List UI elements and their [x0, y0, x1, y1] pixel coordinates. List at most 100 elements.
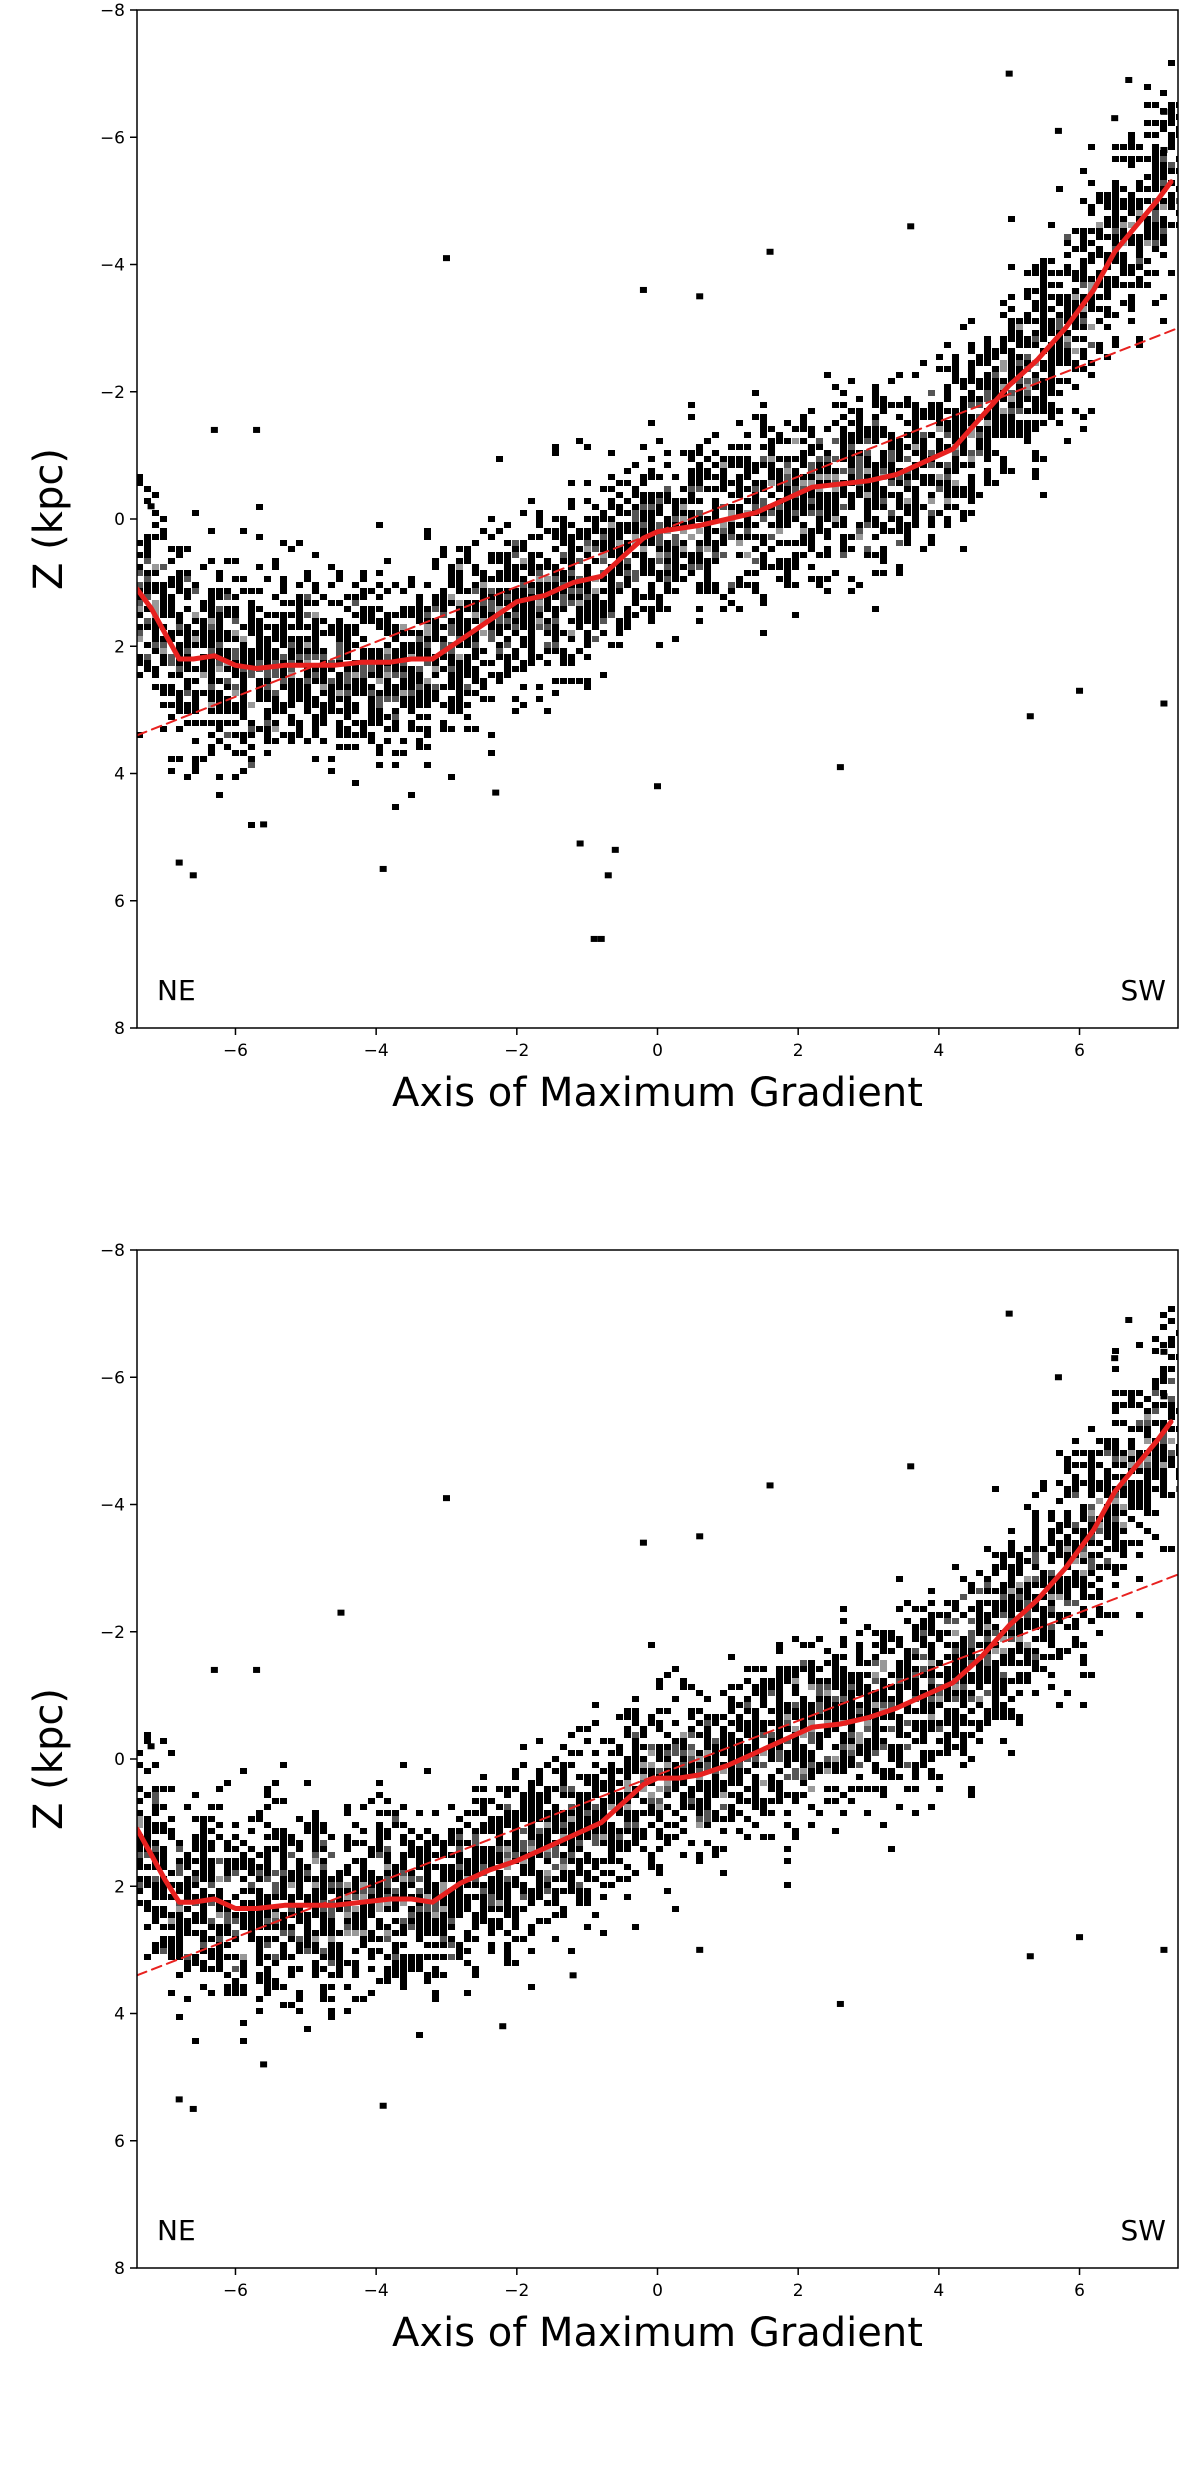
scatter-point: [144, 1738, 151, 1744]
scatter-point: [656, 552, 663, 558]
scatter-point: [576, 1726, 583, 1732]
scatter-point: [408, 1924, 415, 1930]
scatter-point: [920, 1630, 927, 1636]
scatter-point: [440, 684, 447, 690]
scatter-point: [192, 696, 199, 702]
scatter-point: [280, 600, 287, 606]
scatter-point: [1128, 192, 1135, 198]
scatter-point: [728, 444, 735, 450]
scatter-point: [384, 1966, 391, 1972]
scatter-point: [168, 606, 175, 612]
scatter-point: [1112, 1402, 1119, 1408]
scatter-point: [336, 696, 343, 702]
scatter-point: [336, 636, 343, 642]
scatter-point: [896, 1642, 903, 1648]
scatter-point: [856, 492, 863, 498]
scatter-point: [952, 1660, 959, 1666]
scatter-point: [1112, 1348, 1119, 1354]
scatter-point: [464, 1864, 471, 1870]
scatter-point: [664, 516, 671, 522]
scatter-point: [224, 684, 231, 690]
scatter-point: [592, 1774, 599, 1780]
scatter-point: [184, 1924, 191, 1930]
scatter-point: [936, 1738, 943, 1744]
x-tick-label: 2: [793, 1041, 804, 1061]
scatter-point: [464, 642, 471, 648]
scatter-point: [1104, 1480, 1111, 1486]
scatter-point: [448, 726, 455, 732]
scatter-point: [208, 1900, 215, 1906]
scatter-point: [816, 438, 823, 444]
scatter-point: [360, 1882, 367, 1888]
scatter-point: [208, 618, 215, 624]
scatter-point: [264, 1984, 271, 1990]
scatter-point: [984, 1690, 991, 1696]
scatter-point: [824, 1798, 831, 1804]
scatter-point: [312, 678, 319, 684]
scatter-point: [1072, 360, 1079, 366]
scatter-point: [688, 474, 695, 480]
scatter-point: [992, 1678, 999, 1684]
scatter-point: [808, 1822, 815, 1828]
scatter-point: [1152, 1468, 1159, 1474]
scatter-point: [1096, 1522, 1103, 1528]
scatter-point: [488, 1906, 495, 1912]
scatter-point: [1032, 1624, 1039, 1630]
scatter-point: [168, 1912, 175, 1918]
scatter-point: [560, 1780, 567, 1786]
scatter-point: [440, 600, 447, 606]
scatter-point: [328, 768, 335, 774]
scatter-point: [1024, 1678, 1031, 1684]
scatter-point: [344, 1888, 351, 1894]
scatter-point: [176, 1912, 183, 1918]
scatter-point: [664, 558, 671, 564]
scatter-point: [184, 684, 191, 690]
scatter-point: [928, 522, 935, 528]
scatter-point: [456, 1942, 463, 1948]
scatter-point: [576, 582, 583, 588]
scatter-point: [304, 1876, 311, 1882]
scatter-point: [600, 1768, 607, 1774]
scatter-point: [832, 1696, 839, 1702]
scatter-point: [144, 618, 151, 624]
scatter-point: [648, 1720, 655, 1726]
scatter-point: [1024, 390, 1031, 396]
scatter-point: [456, 564, 463, 570]
scatter-point: [992, 1666, 999, 1672]
scatter-point: [792, 480, 799, 486]
scatter-point: [944, 498, 951, 504]
scatter-point: [568, 594, 575, 600]
scatter-point: [320, 1984, 327, 1990]
scatter-point: [984, 1582, 991, 1588]
scatter-point: [600, 630, 607, 636]
scatter-point: [384, 1930, 391, 1936]
scatter-point: [360, 618, 367, 624]
scatter-point: [304, 1780, 311, 1786]
scatter-point: [296, 678, 303, 684]
scatter-point: [856, 1648, 863, 1654]
scatter-point: [504, 672, 511, 678]
scatter-point: [1088, 342, 1095, 348]
scatter-point: [416, 1966, 423, 1972]
scatter-point: [920, 1708, 927, 1714]
scatter-point: [584, 570, 591, 576]
scatter-point: [1112, 1444, 1119, 1450]
scatter-point: [792, 1666, 799, 1672]
scatter-point: [512, 546, 519, 552]
scatter-point: [152, 1792, 159, 1798]
scatter-point: [1112, 1510, 1119, 1516]
scatter-point: [520, 546, 527, 552]
scatter-point: [552, 1912, 559, 1918]
scatter-point: [360, 1876, 367, 1882]
scatter-point: [304, 654, 311, 660]
scatter-point: [584, 528, 591, 534]
scatter-point: [944, 1630, 951, 1636]
scatter-point: [1072, 384, 1079, 390]
scatter-point: [848, 1798, 855, 1804]
scatter-point: [968, 1672, 975, 1678]
scatter-point: [248, 600, 255, 606]
y-tick-label: 8: [114, 1019, 125, 1039]
scatter-point: [488, 1918, 495, 1924]
scatter-point: [640, 1768, 647, 1774]
scatter-point: [768, 480, 775, 486]
